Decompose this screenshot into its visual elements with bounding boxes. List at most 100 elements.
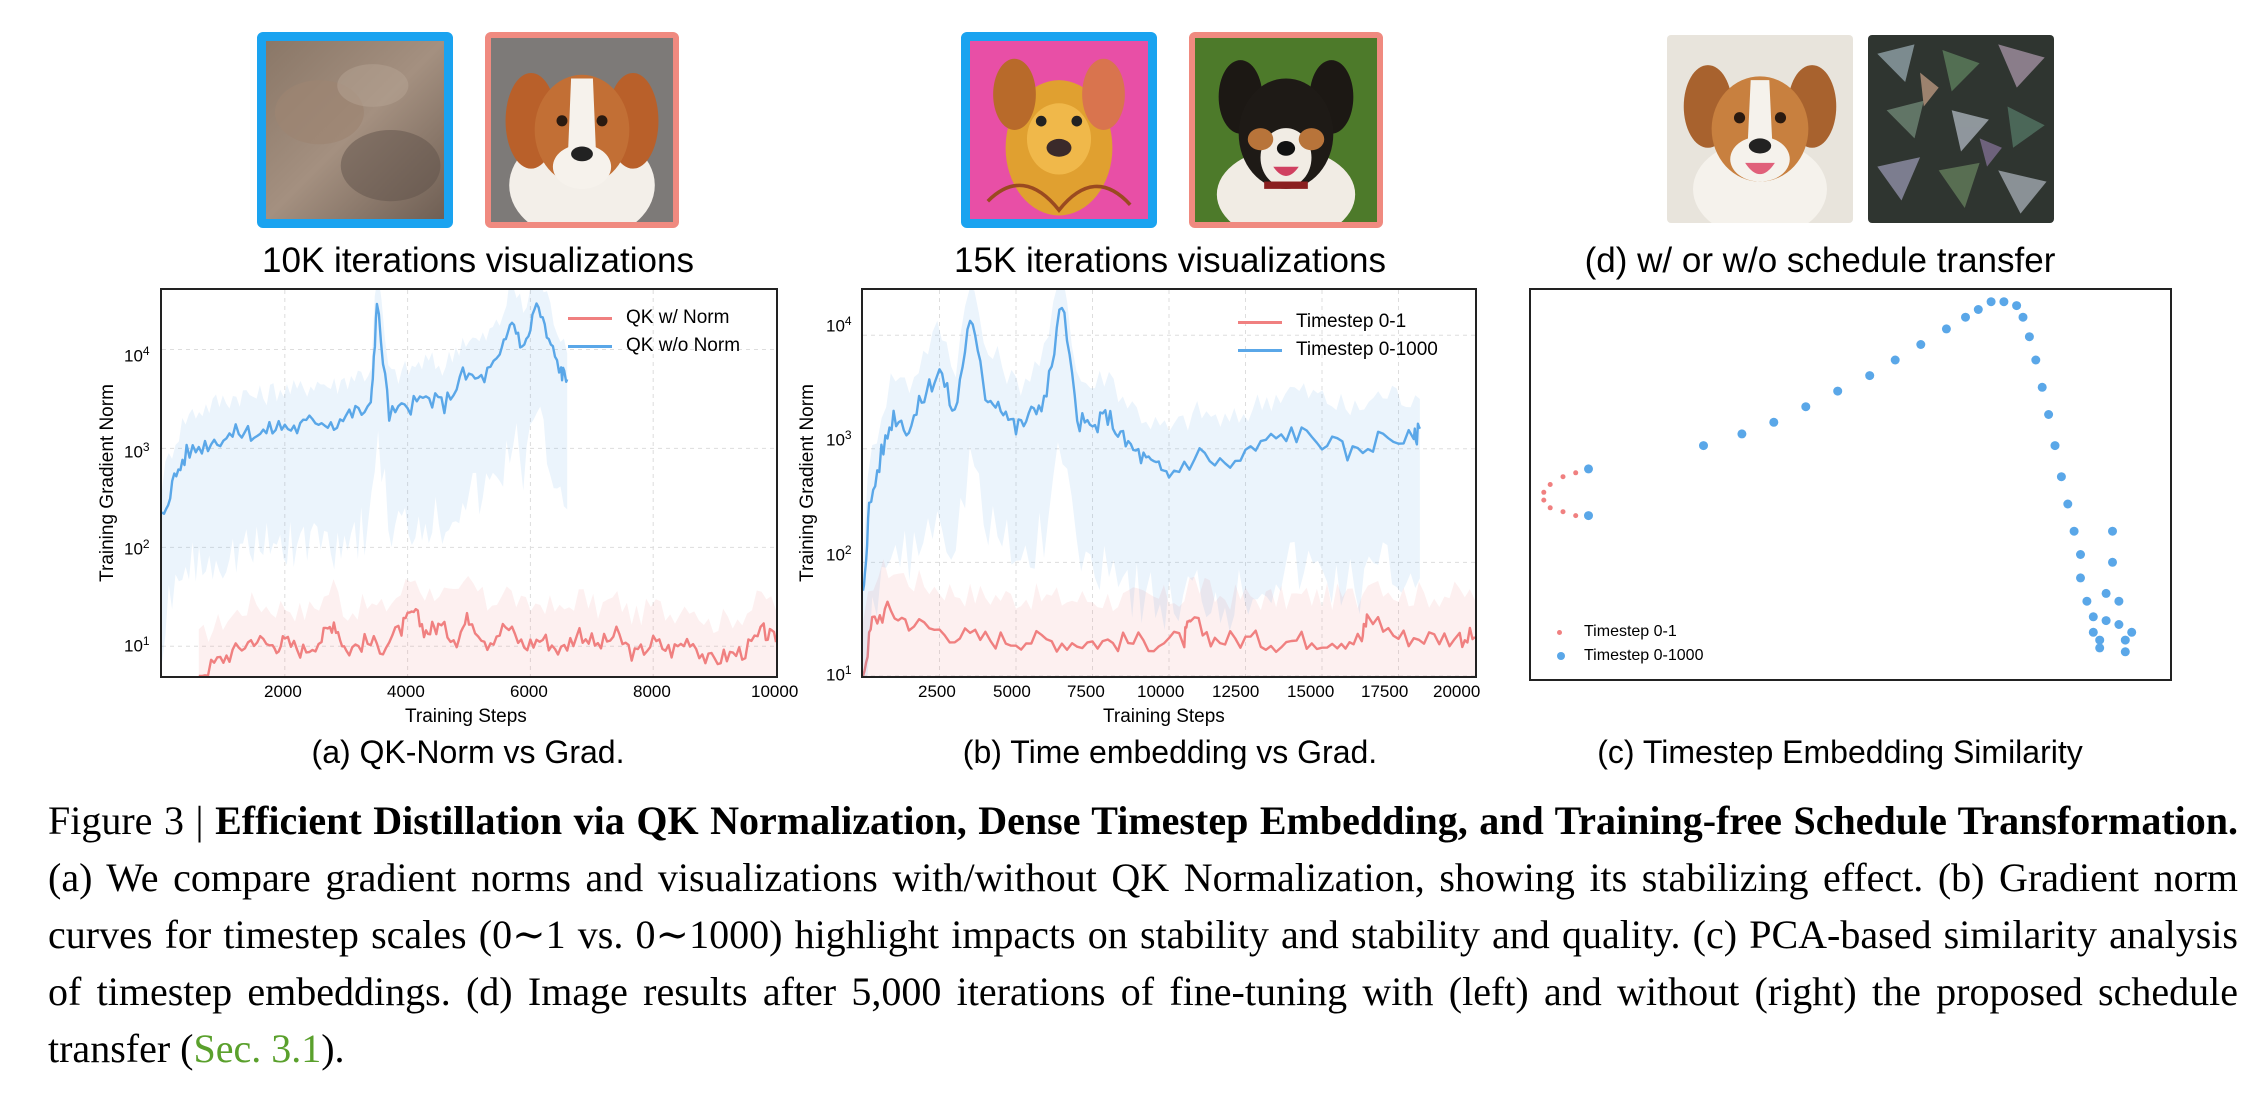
chart-b-ytick: 104 bbox=[826, 314, 852, 336]
vis-d-label: (d) w/ or w/o schedule transfer bbox=[1584, 241, 2056, 280]
scatter-point-timestep-0-1 bbox=[1573, 513, 1579, 519]
chart-b-plot-area bbox=[861, 288, 1477, 678]
legend-label-timestep-0-1: Timestep 0-1 bbox=[1296, 311, 1407, 332]
vis-a-dog-image bbox=[485, 32, 679, 228]
chart-b-xtick: 17500 bbox=[1361, 682, 1409, 701]
scatter-point-timestep-0-1000 bbox=[2108, 526, 2117, 536]
scatter-point-timestep-0-1000 bbox=[2076, 573, 2085, 583]
chart-b-xtick: 15000 bbox=[1287, 682, 1335, 701]
scatter-point-timestep-0-1000 bbox=[1999, 297, 2009, 307]
legend-swatch-timestep-0-1000 bbox=[1238, 348, 1282, 352]
scatter-point-timestep-0-1 bbox=[1541, 497, 1547, 503]
legend-marker-timestep-0-1000 bbox=[1557, 652, 1565, 660]
section-link[interactable]: Sec. 3.1 bbox=[193, 1026, 322, 1071]
figure-body: (a) We compare gradient norms and visual… bbox=[48, 855, 2238, 1071]
scatter-point-timestep-0-1000 bbox=[2069, 526, 2079, 536]
scatter-point-timestep-0-1000 bbox=[2120, 635, 2130, 645]
legend-label-c-timestep-0-1000: Timestep 0-1000 bbox=[1584, 647, 1704, 664]
chart-b-xtick: 5000 bbox=[993, 682, 1031, 701]
chart-a-xlabel: Training Steps bbox=[405, 706, 527, 727]
scatter-point-timestep-0-1000 bbox=[1961, 312, 1970, 322]
series-line-timestep-0-1 bbox=[863, 600, 1475, 676]
scatter-point-timestep-0-1000 bbox=[2120, 647, 2130, 657]
chart-a-ytick: 101 bbox=[124, 634, 150, 656]
scatter-point-timestep-0-1000 bbox=[1737, 429, 1747, 439]
chart-a-ytick: 104 bbox=[124, 344, 150, 366]
chart-a-ytick: 102 bbox=[124, 537, 150, 559]
subcaption-b: (b) Time embedding vs Grad. bbox=[962, 734, 1378, 770]
chart-a-xtick: 2000 bbox=[264, 682, 302, 701]
legend-swatch-qk-without-norm bbox=[568, 344, 612, 348]
scatter-point-timestep-0-1000 bbox=[2101, 616, 2111, 626]
scatter-point-timestep-0-1000 bbox=[2088, 612, 2098, 622]
vis-d-with-transfer-image bbox=[1667, 35, 1853, 223]
scatter-point-timestep-0-1000 bbox=[2108, 557, 2117, 567]
scatter-point-timestep-0-1000 bbox=[2018, 312, 2028, 322]
vis-b-dog-image bbox=[1189, 32, 1383, 228]
scatter-point-timestep-0-1000 bbox=[1584, 511, 1593, 521]
scatter-point-timestep-0-1000 bbox=[2056, 472, 2066, 482]
chart-b-xtick: 2500 bbox=[918, 682, 956, 701]
scatter-point-timestep-0-1000 bbox=[1833, 386, 1843, 396]
chart-c-plot-area bbox=[1529, 288, 2172, 681]
scatter-point-timestep-0-1000 bbox=[2095, 635, 2105, 645]
figure-title: Efficient Distillation via QK Normalizat… bbox=[215, 798, 2238, 843]
figure-body-end: ). bbox=[321, 1026, 345, 1071]
legend-swatch-qk-with-norm bbox=[568, 316, 612, 320]
scatter-point-timestep-0-1000 bbox=[1699, 441, 1708, 451]
scatter-point-timestep-0-1000 bbox=[2101, 588, 2111, 598]
chart-b-svg bbox=[863, 290, 1475, 676]
chart-b-xtick: 12500 bbox=[1212, 682, 1260, 701]
legend-marker-timestep-0-1 bbox=[1557, 629, 1562, 635]
scatter-point-timestep-0-1000 bbox=[2076, 550, 2085, 559]
subcaption-c: (c) Timestep Embedding Similarity bbox=[1597, 734, 2083, 770]
chart-a-xtick: 8000 bbox=[633, 682, 671, 701]
scatter-point-timestep-0-1 bbox=[1547, 482, 1553, 487]
series-line-qk-w-norm bbox=[198, 607, 776, 676]
chart-a-xtick: 6000 bbox=[510, 682, 548, 701]
chart-b-ytick: 103 bbox=[826, 428, 852, 450]
scatter-point-timestep-0-1000 bbox=[1865, 371, 1875, 381]
scatter-point-timestep-0-1000 bbox=[2037, 382, 2047, 392]
chart-a-ylabel: Training Gradient Norm bbox=[97, 384, 118, 582]
vis-d-without-transfer-image bbox=[1868, 35, 2054, 223]
legend-label-qk-without-norm: QK w/o Norm bbox=[626, 335, 741, 356]
scatter-point-timestep-0-1 bbox=[1560, 509, 1566, 515]
chart-a-plot-area bbox=[160, 288, 778, 678]
scatter-point-timestep-0-1000 bbox=[1801, 402, 1811, 412]
scatter-point-timestep-0-1 bbox=[1547, 505, 1553, 511]
legend-swatch-timestep-0-1 bbox=[1238, 320, 1282, 324]
scatter-point-timestep-0-1 bbox=[1573, 470, 1579, 476]
scatter-point-timestep-0-1 bbox=[1541, 489, 1547, 495]
legend-label-timestep-0-1000: Timestep 0-1000 bbox=[1296, 339, 1438, 360]
chart-c-svg bbox=[1541, 297, 2137, 657]
scatter-point-timestep-0-1000 bbox=[1584, 464, 1593, 474]
legend-label-qk-with-norm: QK w/ Norm bbox=[626, 307, 730, 328]
scatter-point-timestep-0-1000 bbox=[1986, 297, 1996, 307]
scatter-point-timestep-0-1000 bbox=[2095, 643, 2105, 653]
vis-a-noisy-image bbox=[257, 32, 453, 228]
series-band bbox=[162, 290, 568, 663]
vis-b-label: 15K iterations visualizations bbox=[954, 241, 1386, 280]
chart-b-xtick: 7500 bbox=[1067, 682, 1105, 701]
chart-b-legend: Timestep 0-1 Timestep 0-1000 bbox=[1238, 308, 1438, 364]
chart-a-legend: QK w/ Norm QK w/o Norm bbox=[568, 304, 740, 360]
chart-b-xtick: 20000 bbox=[1433, 682, 1481, 701]
subcaption-a: (a) QK-Norm vs Grad. bbox=[311, 734, 625, 770]
figure-label: Figure 3 | bbox=[48, 798, 204, 843]
scatter-point-timestep-0-1000 bbox=[2127, 627, 2137, 637]
chart-b-xlabel: Training Steps bbox=[1103, 706, 1225, 727]
chart-b-ylabel: Training Gradient Norm bbox=[797, 384, 818, 582]
series-band bbox=[863, 290, 1420, 676]
scatter-point-timestep-0-1 bbox=[1560, 474, 1566, 480]
vis-a-label: 10K iterations visualizations bbox=[262, 241, 694, 280]
chart-b-ytick: 102 bbox=[826, 543, 852, 565]
scatter-point-timestep-0-1000 bbox=[2024, 332, 2034, 342]
scatter-point-timestep-0-1000 bbox=[1769, 417, 1779, 427]
chart-a-svg bbox=[162, 290, 776, 676]
vis-b-noisy-dog-image bbox=[961, 32, 1157, 228]
scatter-point-timestep-0-1000 bbox=[2050, 441, 2060, 451]
scatter-point-timestep-0-1000 bbox=[2082, 596, 2092, 606]
chart-a-ytick: 103 bbox=[124, 440, 150, 462]
scatter-point-timestep-0-1000 bbox=[2088, 627, 2098, 637]
